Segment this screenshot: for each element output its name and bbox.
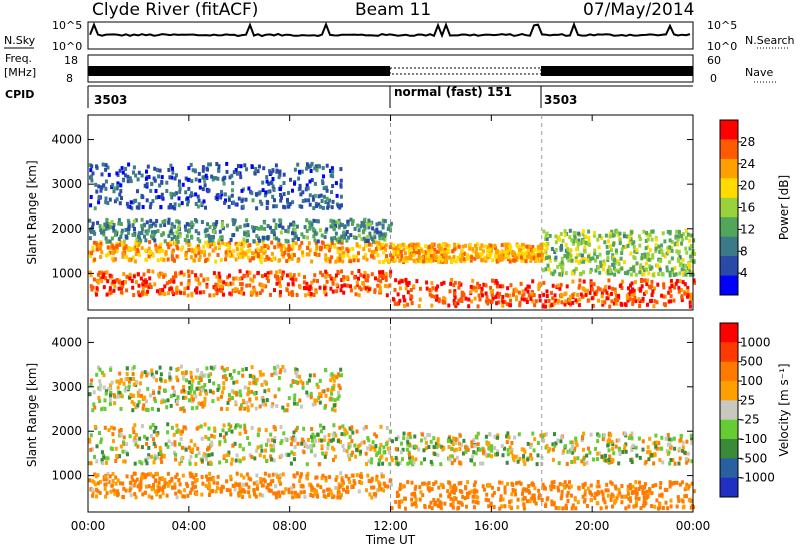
velocity-ylabel: Slant Range [km]	[25, 363, 39, 467]
velocity-echo-band-4	[390, 480, 696, 511]
velocity-ytick-label: 2000	[51, 424, 82, 438]
velocity-colorbar-tick: 500	[740, 355, 763, 369]
power-ytick-label: 2000	[51, 222, 82, 236]
cpid-segment-1: 3503	[94, 93, 127, 107]
velocity-xtick-label: 12:00	[373, 519, 408, 533]
velocity-colorbar-tick: -100	[740, 432, 767, 446]
velocity-xtick-label: 04:00	[172, 519, 207, 533]
power-colorbar-tick: 12	[740, 222, 755, 236]
nsky-tick-bottom-left: 10^0	[52, 40, 82, 53]
power-echo-band-1	[88, 269, 393, 298]
velocity-colorbar-tick: 25	[740, 393, 755, 407]
velocity-colorbar-tick: 1000	[740, 335, 771, 349]
nsky-tick-top-right: 10^5	[707, 19, 737, 32]
freq-band-3	[541, 66, 693, 76]
power-ylabel: Slant Range [km]	[25, 160, 39, 264]
power-panel: 1000 2000 3000 4000 Slant Range [km] 4 8 12 16 20…	[25, 114, 791, 311]
cpid-segment-3: 3503	[544, 93, 577, 107]
velocity-colorbar-tick: -1000	[740, 471, 775, 485]
velocity-panel: 1000 2000 3000 4000 Slant Range [km] 00:00 04:…	[25, 317, 791, 547]
freq-label-2: [MHz]	[4, 66, 36, 79]
power-echo-band-7	[541, 228, 696, 278]
power-colorbar-tick: 4	[740, 266, 748, 280]
velocity-xtick-label: 08:00	[272, 519, 307, 533]
velocity-echo-band-5	[88, 364, 343, 413]
nsky-label: N.Sky	[4, 34, 36, 47]
power-echo-band-4	[88, 161, 343, 211]
power-colorbar-tick: 24	[740, 157, 755, 171]
power-ytick-label: 3000	[51, 177, 82, 191]
power-echo-band-3	[88, 217, 393, 244]
power-echo-band-2	[88, 240, 394, 264]
velocity-ytick-label: 1000	[51, 469, 82, 483]
freq-tick-top: 18	[64, 54, 78, 67]
velocity-echo-band-3	[390, 431, 694, 467]
velocity-xtick-label: 20:00	[575, 519, 610, 533]
velocity-colorbar-tick: -25	[740, 413, 760, 427]
velocity-colorbar-tick: 100	[740, 374, 763, 388]
velocity-colorbar: 1000 500 100 25 -25 -100 -500 -1000 Velocity [m …	[719, 322, 791, 498]
cpid-label: CPID	[5, 88, 34, 101]
power-colorbar-label: Power [dB]	[777, 175, 791, 240]
velocity-xtick-label: 00:00	[71, 519, 106, 533]
velocity-echo-band-2	[88, 471, 393, 500]
date-title: 07/May/2014	[583, 0, 695, 20]
velocity-xtick-label: 00:00	[676, 519, 711, 533]
nsky-trace	[89, 21, 691, 39]
freq-label-1: Freq.	[5, 52, 32, 65]
velocity-ytick-label: 3000	[51, 380, 82, 394]
power-colorbar: 4 8 12 16 20 24 28 Power [dB]	[719, 119, 791, 296]
power-colorbar-tick: 16	[740, 201, 755, 215]
power-colorbar-tick: 28	[740, 135, 755, 149]
nsky-strip: N.Sky 10^5 10^0 10^5 10^0 N.Search	[4, 19, 795, 53]
freq-tick-bottom: 8	[66, 72, 73, 85]
power-ytick-label: 4000	[51, 133, 82, 147]
nsearch-label: N.Search	[745, 34, 795, 47]
nsky-frame	[87, 21, 694, 50]
power-echo-band-6	[391, 277, 696, 309]
station-title: Clyde River (fitACF)	[92, 0, 259, 20]
freq-strip: Freq. [MHz] 18 8 60 0 Nave	[4, 52, 777, 85]
power-ytick-label: 1000	[51, 266, 82, 280]
nsky-tick-bottom-right: 10^0	[707, 40, 737, 53]
power-colorbar-tick: 20	[740, 179, 755, 193]
freq-band-1	[88, 66, 390, 76]
velocity-xlabel: Time UT	[365, 533, 416, 547]
freq-band-2	[389, 67, 542, 75]
velocity-colorbar-label: Velocity [m s⁻¹]	[777, 363, 791, 456]
velocity-colorbar-tick: -500	[740, 451, 767, 465]
nave-tick-top: 60	[707, 54, 721, 67]
nsky-tick-top-left: 10^5	[52, 19, 82, 32]
cpid-segment-2: normal (fast) 151	[394, 85, 512, 99]
velocity-ytick-label: 4000	[51, 335, 82, 349]
velocity-xtick-label: 16:00	[474, 519, 509, 533]
velocity-echo-band-1	[88, 422, 394, 467]
power-colorbar-tick: 8	[740, 244, 748, 258]
nave-tick-bottom: 0	[710, 72, 717, 85]
cpid-strip: CPID 3503 normal (fast) 151 3503	[5, 85, 693, 108]
nave-label: Nave	[745, 66, 773, 79]
power-echo-band-5	[391, 242, 545, 264]
beam-title: Beam 11	[355, 0, 432, 20]
